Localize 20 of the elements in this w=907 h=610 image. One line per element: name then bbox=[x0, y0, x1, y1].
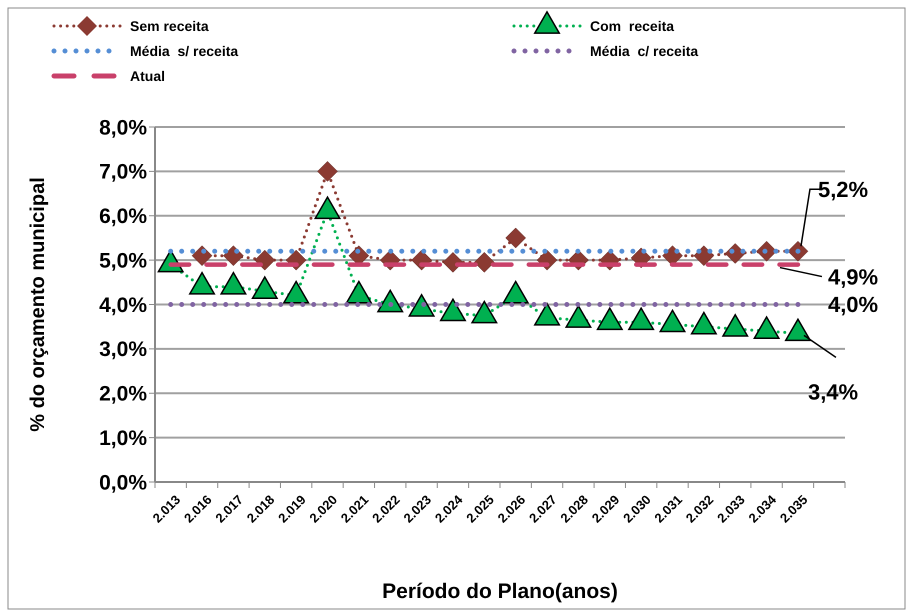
legend-label: Média s/ receita bbox=[130, 42, 238, 59]
y-tick-label: 5,0% bbox=[99, 249, 148, 272]
y-tick-label: 3,0% bbox=[99, 338, 148, 362]
y-tick-label: 2,0% bbox=[99, 382, 148, 406]
annotation: 4,0% bbox=[828, 292, 878, 318]
legend-label: Média c/ receita bbox=[590, 42, 698, 59]
y-tick-label: 4,0% bbox=[99, 294, 148, 317]
y-tick-label: 7,0% bbox=[99, 160, 148, 184]
legend-label: Sem receita bbox=[130, 18, 209, 34]
y-axis-title: % do orçamento municipal bbox=[27, 177, 49, 432]
y-tick-label: 8,0% bbox=[99, 116, 148, 140]
legend-label: Atual bbox=[130, 68, 165, 84]
legend-label: Com receita bbox=[590, 18, 674, 34]
y-tick-label: 0,0% bbox=[99, 471, 148, 494]
annotation: 4,9% bbox=[828, 264, 878, 290]
y-tick-label: 6,0% bbox=[99, 205, 148, 228]
x-axis-title: Período do Plano(anos) bbox=[382, 580, 618, 603]
annotation: 3,4% bbox=[808, 380, 858, 405]
y-tick-label: 1,0% bbox=[99, 426, 148, 450]
annotation: 5,2% bbox=[818, 176, 868, 202]
